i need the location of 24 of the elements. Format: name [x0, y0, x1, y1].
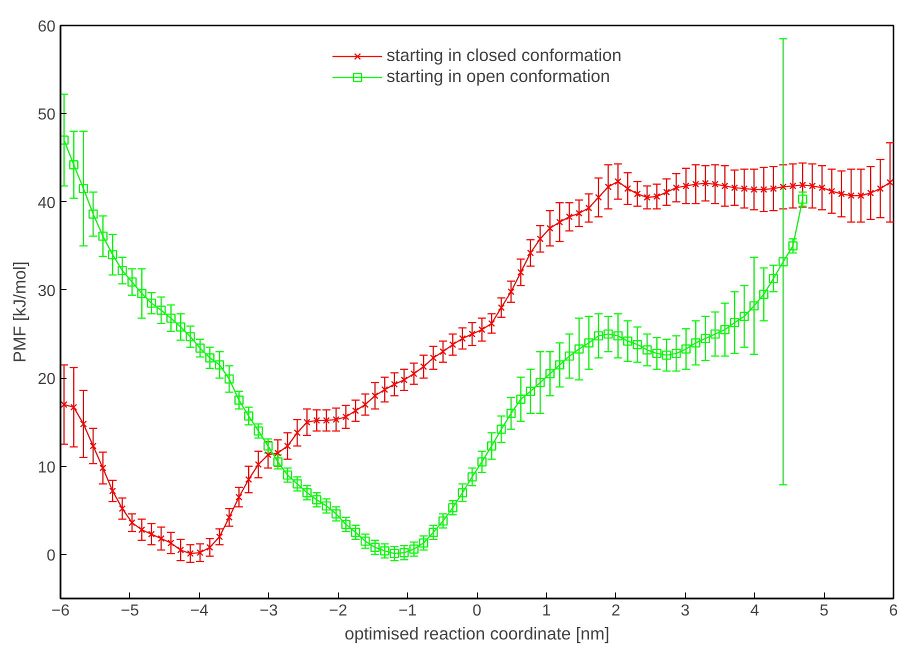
x-tick-label: 6 [889, 602, 898, 620]
y-tick-label: 60 [38, 18, 56, 36]
y-tick-label: 50 [38, 106, 56, 124]
x-tick-label: −3 [260, 602, 278, 620]
x-tick-label: 5 [820, 602, 829, 620]
y-tick-label: 30 [38, 282, 56, 300]
x-tick-label: 2 [611, 602, 620, 620]
x-axis-title: optimised reaction coordinate [nm] [344, 624, 610, 644]
legend-label: starting in closed conformation [386, 45, 622, 66]
x-tick-label: 0 [472, 602, 482, 620]
y-tick-label: 0 [46, 547, 56, 564]
y-tick-label: 40 [38, 194, 56, 212]
x-tick-label: −2 [329, 602, 348, 620]
legend-label: starting in open conformation [386, 66, 610, 87]
y-tick-label: 10 [38, 459, 56, 476]
x-tick-label: −5 [120, 602, 140, 620]
x-tick-label: 4 [750, 602, 760, 620]
x-tick-label: 1 [542, 602, 551, 620]
y-tick-label: 20 [38, 371, 56, 388]
x-tick-label: −4 [190, 602, 209, 620]
y-axis-title: PMF [kJ/mol] [10, 261, 30, 363]
x-tick-label: −1 [398, 602, 417, 620]
x-tick-label: −6 [51, 602, 70, 620]
x-tick-label: 3 [680, 602, 690, 620]
